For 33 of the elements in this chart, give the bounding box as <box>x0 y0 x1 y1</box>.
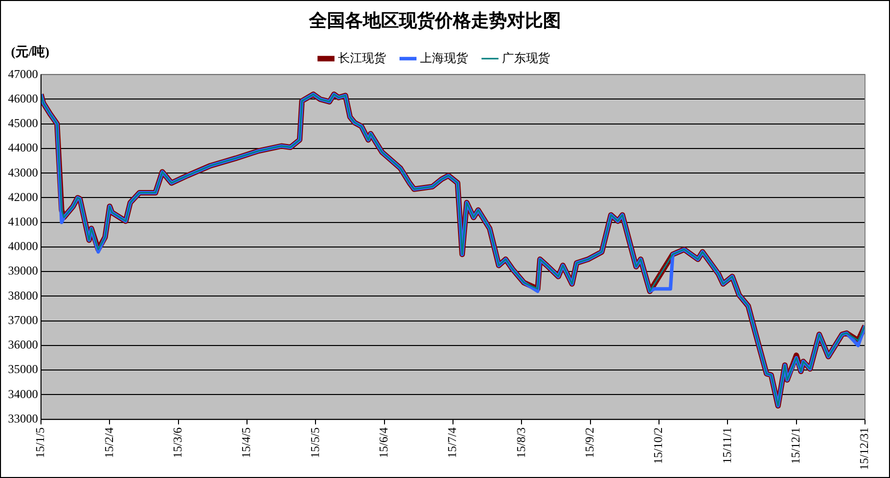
y-tick-label: 46000 <box>8 91 38 106</box>
x-tick-label: 15/8/3 <box>514 427 528 458</box>
y-tick-label: 39000 <box>8 264 38 278</box>
x-tick-label: 15/9/2 <box>582 427 596 458</box>
x-tick-label: 15/12/1 <box>788 427 802 464</box>
x-tick-label: 15/7/4 <box>445 427 460 458</box>
y-tick-label: 40000 <box>8 239 38 254</box>
chart-title: 全国各地区现货价格走势对比图 <box>308 10 561 30</box>
y-tick-label: 43000 <box>8 165 38 180</box>
y-tick-label: 42000 <box>8 190 38 204</box>
x-tick-label: 15/6/4 <box>376 427 390 458</box>
y-tick-label: 45000 <box>8 116 38 130</box>
x-tick-label: 15/5/5 <box>308 427 322 458</box>
y-tick-label: 34000 <box>8 386 38 401</box>
legend-label: 广东现货 <box>502 50 550 65</box>
y-axis-title: (元/吨) <box>11 44 50 59</box>
y-tick-label: 36000 <box>8 338 38 352</box>
x-tick-label: 15/3/6 <box>170 427 184 458</box>
y-tick-label: 35000 <box>8 362 38 376</box>
x-tick-label: 15/4/5 <box>239 427 254 458</box>
x-tick-label: 15/2/4 <box>102 427 116 458</box>
legend-label: 上海现货 <box>420 50 468 65</box>
x-tick-label: 15/11/1 <box>720 427 734 464</box>
y-tick-label: 44000 <box>8 140 38 155</box>
x-tick-label: 15/12/31 <box>857 427 872 470</box>
x-tick-label: 15/1/5 <box>33 427 48 458</box>
legend-label: 长江现货 <box>338 50 386 65</box>
y-tick-label: 33000 <box>8 411 38 426</box>
y-tick-label: 41000 <box>8 214 38 228</box>
y-tick-label: 38000 <box>8 288 38 302</box>
y-tick-label: 47000 <box>8 66 38 81</box>
x-tick-label: 15/10/2 <box>651 427 666 464</box>
y-tick-label: 37000 <box>8 312 38 327</box>
